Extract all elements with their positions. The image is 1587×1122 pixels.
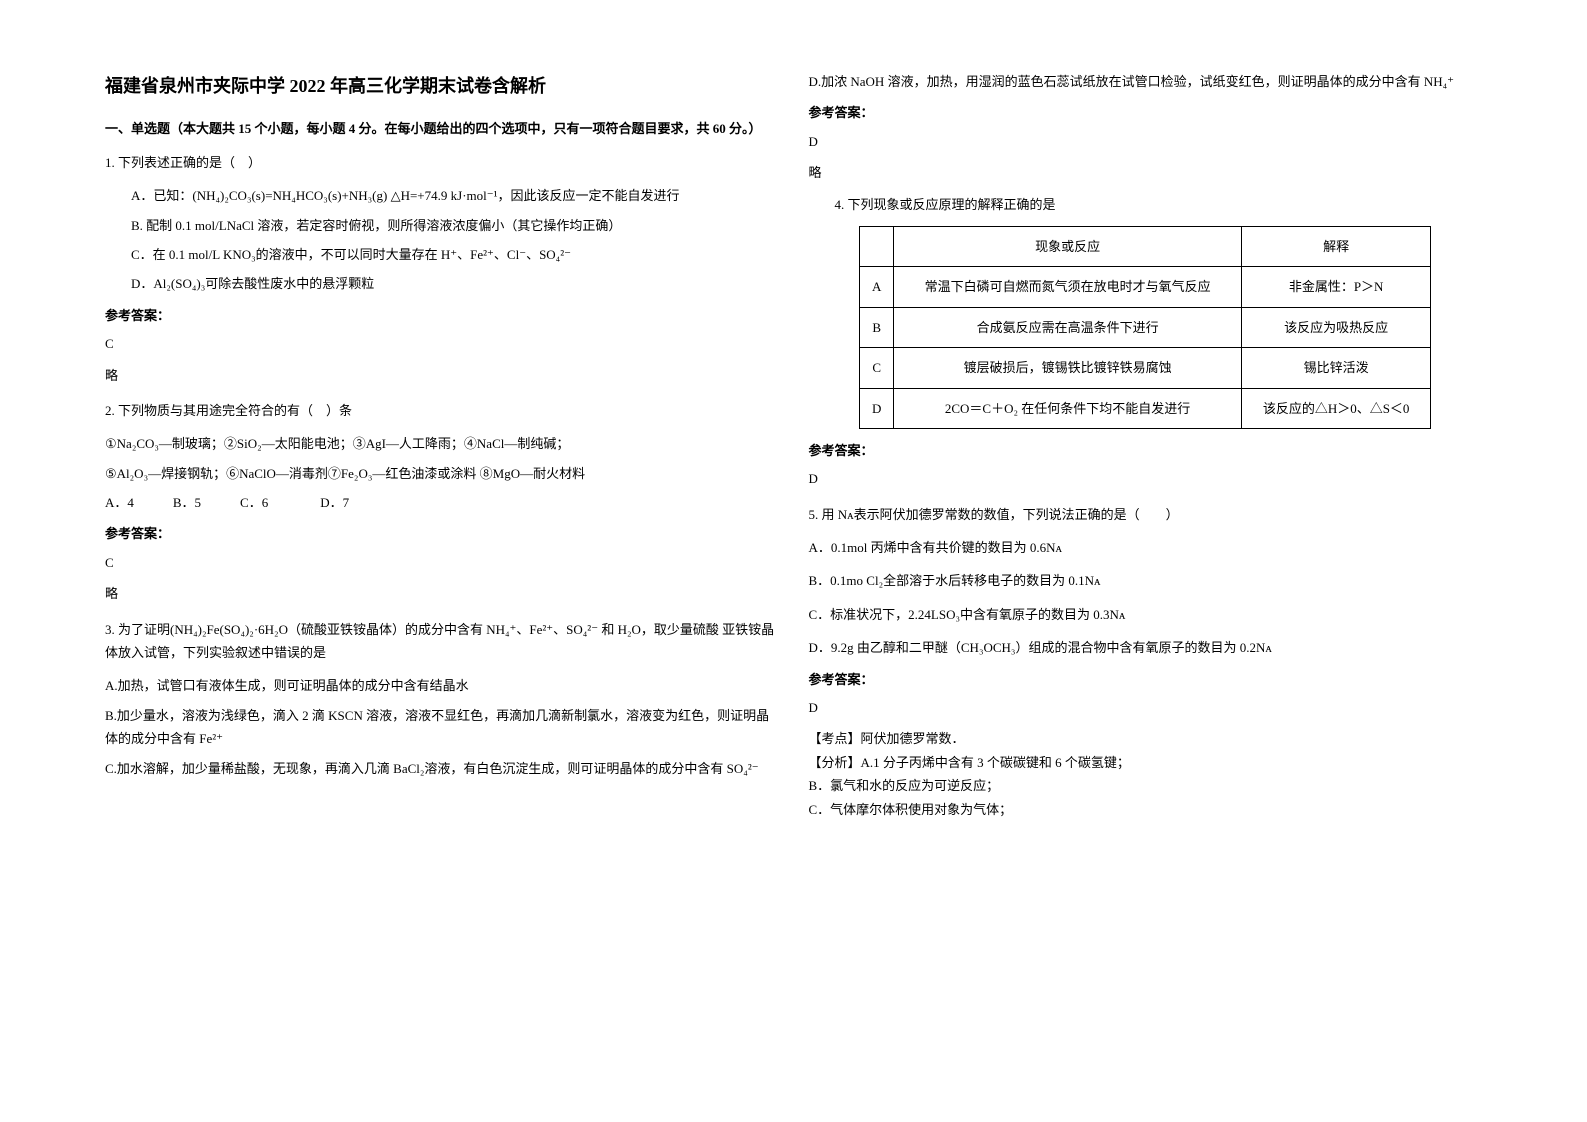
table-row: D 2CO＝C＋O₂ 在任何条件下均不能自发进行 该反应的△H＞0、△S＜0 [860, 388, 1431, 428]
table-row: B 合成氨反应需在高温条件下进行 该反应为吸热反应 [860, 307, 1431, 347]
table-header-explain: 解释 [1241, 226, 1431, 266]
q2-stem: 2. 下列物质与其用途完全符合的有（ ）条 [105, 399, 779, 422]
table-row: C 镀层破损后，镀锡铁比镀锌铁易腐蚀 锡比锌活泼 [860, 348, 1431, 388]
q4-answer: D [809, 467, 1483, 490]
q1-answer: C [105, 332, 779, 355]
answer-label: 参考答案： [809, 668, 1483, 691]
table-explain: 该反应的△H＞0、△S＜0 [1241, 388, 1431, 428]
table-explain: 锡比锌活泼 [1241, 348, 1431, 388]
q5-fenxi-b: B．氯气和水的反应为可逆反应； [809, 774, 1483, 797]
q2-options: A．4 B．5 C．6 D．7 [105, 491, 779, 514]
q1-option-c: C．在 0.1 mol/L KNO₃的溶液中，不可以同时大量存在 H⁺、Fe²⁺… [105, 243, 779, 266]
answer-label: 参考答案： [105, 522, 779, 545]
table-row: A 常温下白磷可自燃而氮气须在放电时才与氧气反应 非金属性：P＞N [860, 267, 1431, 307]
q1-option-d: D．Al₂(SO₄)₃可除去酸性废水中的悬浮颗粒 [105, 272, 779, 295]
table-explain: 该反应为吸热反应 [1241, 307, 1431, 347]
answer-label: 参考答案： [809, 439, 1483, 462]
q5-option-d: D．9.2g 由乙醇和二甲醚（CH₃OCH₃）组成的混合物中含有氧原子的数目为 … [809, 636, 1483, 659]
q3-option-a: A.加热，试管口有液体生成，则可证明晶体的成分中含有结晶水 [105, 674, 779, 697]
question-1: 1. 下列表述正确的是（ ） A．已知：(NH₄)₂CO₃(s)=NH₄HCO₃… [105, 151, 779, 387]
q3-answer: D [809, 130, 1483, 153]
table-phenomenon: 2CO＝C＋O₂ 在任何条件下均不能自发进行 [894, 388, 1241, 428]
q5-option-b: B．0.1mo Cl₂全部溶于水后转移电子的数目为 0.1Nᴀ [809, 569, 1483, 592]
q1-option-a: A．已知：(NH₄)₂CO₃(s)=NH₄HCO₃(s)+NH₃(g) △H=+… [105, 184, 779, 207]
q1-explain: 略 [105, 364, 779, 387]
q2-line2: ⑤Al₂O₃—焊接钢轨；⑥NaClO—消毒剂⑦Fe₂O₃—红色油漆或涂料 ⑧Mg… [105, 462, 779, 485]
table-label: A [860, 267, 894, 307]
q3-stem: 3. 为了证明(NH₄)₂Fe(SO₄)₂·6H₂O（硫酸亚铁铵晶体）的成分中含… [105, 618, 779, 665]
question-3: 3. 为了证明(NH₄)₂Fe(SO₄)₂·6H₂O（硫酸亚铁铵晶体）的成分中含… [105, 618, 779, 780]
table-label: B [860, 307, 894, 347]
q5-answer: D [809, 696, 1483, 719]
document-title: 福建省泉州市夹际中学 2022 年高三化学期末试卷含解析 [105, 70, 779, 102]
q5-kaodian: 【考点】阿伏加德罗常数． [809, 727, 1483, 750]
q5-option-a: A．0.1mol 丙烯中含有共价键的数目为 0.6Nᴀ [809, 536, 1483, 559]
q5-stem: 5. 用 Nᴀ表示阿伏加德罗常数的数值，下列说法正确的是（ ） [809, 503, 1483, 526]
q2-line1: ①Na₂CO₃—制玻璃；②SiO₂—太阳能电池；③AgI—人工降雨；④NaCl—… [105, 432, 779, 455]
q4-stem: 4. 下列现象或反应原理的解释正确的是 [809, 193, 1483, 216]
question-2: 2. 下列物质与其用途完全符合的有（ ）条 ①Na₂CO₃—制玻璃；②SiO₂—… [105, 399, 779, 606]
left-column: 福建省泉州市夹际中学 2022 年高三化学期末试卷含解析 一、单选题（本大题共 … [90, 70, 794, 1052]
q2-answer: C [105, 551, 779, 574]
q1-stem: 1. 下列表述正确的是（ ） [105, 151, 779, 174]
table-phenomenon: 镀层破损后，镀锡铁比镀锌铁易腐蚀 [894, 348, 1241, 388]
question-5: 5. 用 Nᴀ表示阿伏加德罗常数的数值，下列说法正确的是（ ） A．0.1mol… [809, 503, 1483, 821]
right-column: D.加浓 NaOH 溶液，加热，用湿润的蓝色石蕊试纸放在试管口检验，试纸变红色，… [794, 70, 1498, 1052]
answer-label: 参考答案： [809, 101, 1483, 124]
table-explain: 非金属性：P＞N [1241, 267, 1431, 307]
q3-option-b: B.加少量水，溶液为浅绿色，滴入 2 滴 KSCN 溶液，溶液不显红色，再滴加几… [105, 704, 779, 751]
table-label: D [860, 388, 894, 428]
table-header-phenomenon: 现象或反应 [894, 226, 1241, 266]
table-header-row: 现象或反应 解释 [860, 226, 1431, 266]
q5-fenxi-c: C．气体摩尔体积使用对象为气体； [809, 798, 1483, 821]
table-header-empty [860, 226, 894, 266]
table-label: C [860, 348, 894, 388]
q3-explain: 略 [809, 161, 1483, 184]
q5-fenxi-a: 【分析】A.1 分子丙烯中含有 3 个碳碳键和 6 个碳氢键； [809, 751, 1483, 774]
table-phenomenon: 合成氨反应需在高温条件下进行 [894, 307, 1241, 347]
q1-option-b: B. 配制 0.1 mol/LNaCl 溶液，若定容时俯视，则所得溶液浓度偏小（… [105, 214, 779, 237]
q3-option-d: D.加浓 NaOH 溶液，加热，用湿润的蓝色石蕊试纸放在试管口检验，试纸变红色，… [809, 70, 1483, 93]
q4-table: 现象或反应 解释 A 常温下白磷可自燃而氮气须在放电时才与氧气反应 非金属性：P… [859, 226, 1431, 429]
question-4: 4. 下列现象或反应原理的解释正确的是 现象或反应 解释 A 常温下白磷可自燃而… [809, 193, 1483, 491]
table-phenomenon: 常温下白磷可自燃而氮气须在放电时才与氧气反应 [894, 267, 1241, 307]
section-header: 一、单选题（本大题共 15 个小题，每小题 4 分。在每小题给出的四个选项中，只… [105, 117, 779, 140]
q3-option-c: C.加水溶解，加少量稀盐酸，无现象，再滴入几滴 BaCl₂溶液，有白色沉淀生成，… [105, 757, 779, 780]
q5-option-c: C．标准状况下，2.24LSO₃中含有氧原子的数目为 0.3Nᴀ [809, 603, 1483, 626]
q2-explain: 略 [105, 582, 779, 605]
answer-label: 参考答案： [105, 304, 779, 327]
